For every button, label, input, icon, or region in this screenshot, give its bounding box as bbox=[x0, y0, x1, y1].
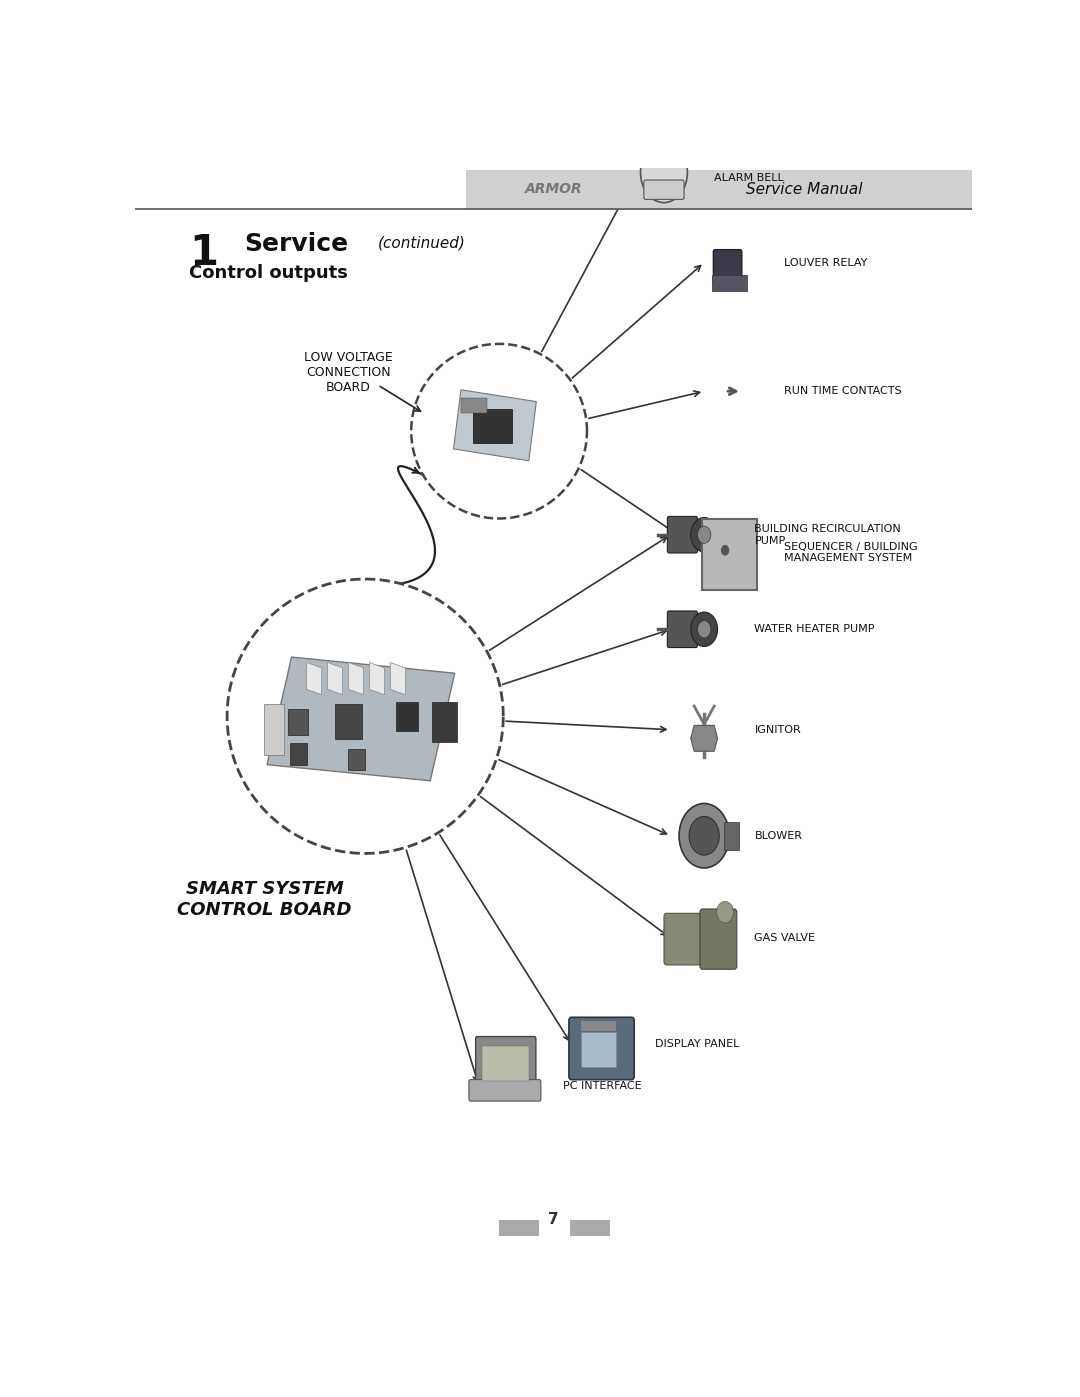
Circle shape bbox=[698, 620, 711, 638]
Text: BUILDING RECIRCULATION
PUMP: BUILDING RECIRCULATION PUMP bbox=[754, 524, 901, 545]
FancyBboxPatch shape bbox=[667, 610, 698, 648]
Text: RUN TIME CONTACTS: RUN TIME CONTACTS bbox=[784, 386, 902, 397]
Circle shape bbox=[689, 816, 719, 855]
Text: Service Manual: Service Manual bbox=[746, 182, 863, 197]
Text: ALARM BELL: ALARM BELL bbox=[714, 173, 784, 183]
Circle shape bbox=[640, 142, 687, 203]
FancyBboxPatch shape bbox=[395, 701, 418, 731]
Polygon shape bbox=[691, 725, 717, 752]
FancyBboxPatch shape bbox=[483, 1046, 529, 1081]
Circle shape bbox=[717, 901, 733, 923]
FancyBboxPatch shape bbox=[725, 821, 740, 849]
Text: 7: 7 bbox=[549, 1213, 558, 1227]
FancyBboxPatch shape bbox=[349, 749, 365, 770]
Polygon shape bbox=[390, 662, 405, 694]
FancyBboxPatch shape bbox=[581, 1021, 616, 1031]
Text: DISPLAY PANEL: DISPLAY PANEL bbox=[656, 1039, 740, 1049]
Polygon shape bbox=[369, 662, 384, 694]
Circle shape bbox=[691, 612, 717, 647]
Text: 1: 1 bbox=[189, 232, 218, 274]
Circle shape bbox=[698, 527, 711, 543]
FancyBboxPatch shape bbox=[432, 701, 457, 742]
FancyBboxPatch shape bbox=[469, 1080, 541, 1101]
Text: BLOWER: BLOWER bbox=[754, 831, 802, 841]
FancyBboxPatch shape bbox=[714, 250, 742, 284]
Text: Control outputs: Control outputs bbox=[189, 264, 348, 282]
FancyBboxPatch shape bbox=[569, 1017, 634, 1080]
FancyBboxPatch shape bbox=[664, 914, 701, 965]
Text: Service: Service bbox=[244, 232, 348, 256]
FancyBboxPatch shape bbox=[473, 408, 513, 443]
Text: SEQUENCER / BUILDING
MANAGEMENT SYSTEM: SEQUENCER / BUILDING MANAGEMENT SYSTEM bbox=[784, 542, 917, 563]
FancyBboxPatch shape bbox=[264, 704, 284, 754]
Polygon shape bbox=[349, 662, 364, 694]
FancyBboxPatch shape bbox=[644, 180, 684, 200]
Polygon shape bbox=[307, 662, 322, 694]
Text: IGNITOR: IGNITOR bbox=[754, 725, 801, 735]
Circle shape bbox=[679, 803, 729, 868]
Polygon shape bbox=[327, 662, 342, 694]
Text: GAS VALVE: GAS VALVE bbox=[754, 933, 815, 943]
FancyBboxPatch shape bbox=[499, 1220, 539, 1236]
FancyBboxPatch shape bbox=[570, 1220, 610, 1236]
FancyBboxPatch shape bbox=[581, 1032, 616, 1067]
Polygon shape bbox=[267, 657, 455, 781]
Text: SMART SYSTEM
CONTROL BOARD: SMART SYSTEM CONTROL BOARD bbox=[177, 880, 352, 918]
Circle shape bbox=[691, 517, 717, 552]
Text: PC INTERFACE: PC INTERFACE bbox=[563, 1081, 642, 1091]
FancyBboxPatch shape bbox=[288, 708, 308, 735]
Text: LOUVER RELAY: LOUVER RELAY bbox=[784, 257, 867, 268]
FancyBboxPatch shape bbox=[700, 909, 737, 970]
FancyBboxPatch shape bbox=[712, 275, 747, 291]
FancyBboxPatch shape bbox=[465, 170, 972, 208]
FancyBboxPatch shape bbox=[289, 743, 307, 764]
FancyBboxPatch shape bbox=[475, 1037, 536, 1085]
Text: LOW VOLTAGE
CONNECTION
BOARD: LOW VOLTAGE CONNECTION BOARD bbox=[305, 351, 393, 394]
Polygon shape bbox=[454, 390, 537, 461]
Circle shape bbox=[721, 545, 729, 556]
Text: ARMOR: ARMOR bbox=[525, 182, 582, 196]
FancyBboxPatch shape bbox=[335, 704, 362, 739]
FancyBboxPatch shape bbox=[460, 398, 487, 414]
Text: (continued): (continued) bbox=[378, 236, 465, 250]
Text: WATER HEATER PUMP: WATER HEATER PUMP bbox=[754, 624, 875, 634]
FancyBboxPatch shape bbox=[667, 517, 698, 553]
FancyBboxPatch shape bbox=[702, 520, 757, 590]
